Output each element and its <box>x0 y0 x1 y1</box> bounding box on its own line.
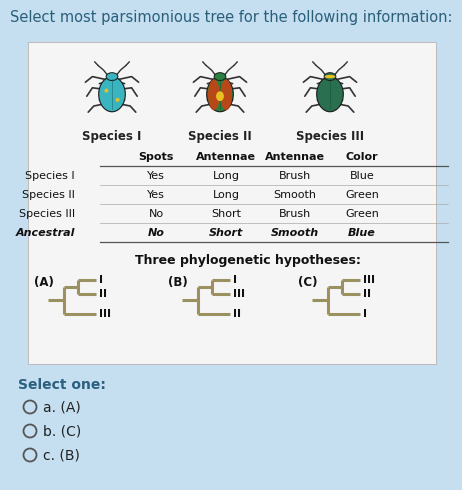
Text: Antennae: Antennae <box>265 152 325 162</box>
Text: Species I: Species I <box>25 171 75 180</box>
Text: (C): (C) <box>298 275 317 289</box>
Circle shape <box>116 98 120 102</box>
Text: Color: Color <box>346 152 378 162</box>
Text: Short: Short <box>209 227 243 238</box>
Text: b. (C): b. (C) <box>43 424 81 438</box>
Text: III: III <box>363 275 375 285</box>
Text: (B): (B) <box>168 275 188 289</box>
Text: Smooth: Smooth <box>271 227 319 238</box>
Text: (A): (A) <box>34 275 54 289</box>
Text: Green: Green <box>345 190 379 199</box>
Text: Brush: Brush <box>279 171 311 180</box>
Ellipse shape <box>316 77 343 112</box>
Ellipse shape <box>325 75 335 78</box>
Text: Species I: Species I <box>82 130 142 143</box>
Text: Blue: Blue <box>348 227 376 238</box>
Text: Spots: Spots <box>138 152 174 162</box>
FancyBboxPatch shape <box>28 42 436 364</box>
Ellipse shape <box>207 77 233 112</box>
Text: c. (B): c. (B) <box>43 448 80 462</box>
Circle shape <box>104 89 109 93</box>
Text: a. (A): a. (A) <box>43 400 81 414</box>
Text: I: I <box>363 309 367 319</box>
Text: Yes: Yes <box>147 190 165 199</box>
Text: Ancestral: Ancestral <box>16 227 75 238</box>
Text: Short: Short <box>211 209 241 219</box>
Text: Select most parsimonious tree for the following information:: Select most parsimonious tree for the fo… <box>10 10 452 25</box>
Ellipse shape <box>208 79 220 110</box>
Text: II: II <box>233 309 241 319</box>
Text: Species III: Species III <box>296 130 364 143</box>
Text: Select one:: Select one: <box>18 378 106 392</box>
Text: Yes: Yes <box>147 171 165 180</box>
Text: III: III <box>99 309 111 319</box>
Text: Long: Long <box>213 171 239 180</box>
Text: Species II: Species II <box>188 130 252 143</box>
Ellipse shape <box>106 73 118 80</box>
Text: No: No <box>148 209 164 219</box>
Text: Smooth: Smooth <box>274 190 316 199</box>
Text: Long: Long <box>213 190 239 199</box>
Text: Species III: Species III <box>19 209 75 219</box>
Text: Blue: Blue <box>350 171 374 180</box>
Ellipse shape <box>216 91 224 101</box>
Text: Three phylogenetic hypotheses:: Three phylogenetic hypotheses: <box>135 254 361 267</box>
Text: II: II <box>99 289 107 299</box>
Ellipse shape <box>99 77 125 112</box>
Text: Green: Green <box>345 209 379 219</box>
Text: II: II <box>363 289 371 299</box>
Ellipse shape <box>324 73 336 80</box>
Ellipse shape <box>214 73 226 80</box>
Text: III: III <box>233 289 245 299</box>
Text: Brush: Brush <box>279 209 311 219</box>
Text: No: No <box>147 227 164 238</box>
Text: Species II: Species II <box>22 190 75 199</box>
Text: I: I <box>99 275 103 285</box>
Text: Antennae: Antennae <box>196 152 256 162</box>
Ellipse shape <box>220 79 232 110</box>
Text: I: I <box>233 275 237 285</box>
